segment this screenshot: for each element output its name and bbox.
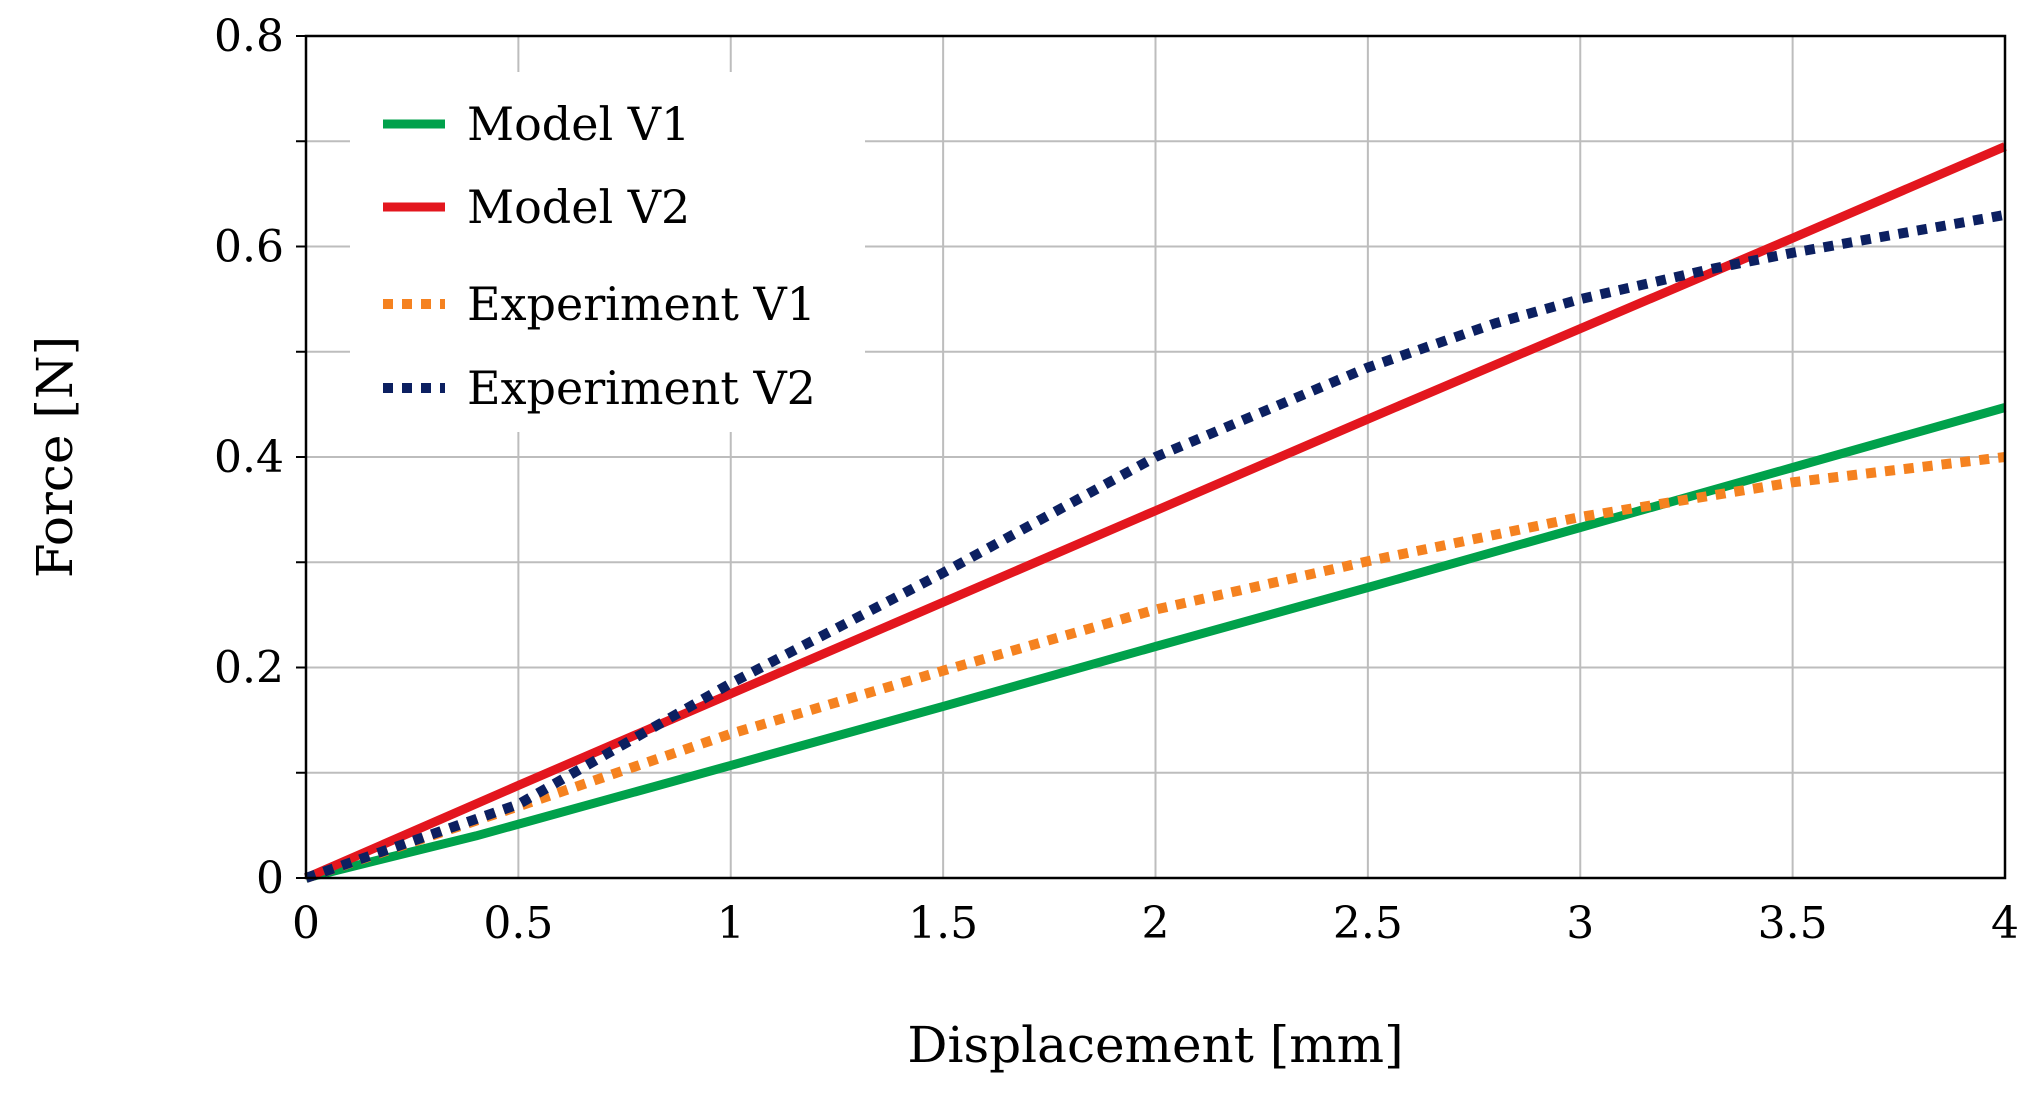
x-tick-label: 3: [1566, 898, 1594, 949]
y-axis-title: Force [N]: [26, 336, 84, 578]
legend-label: Experiment V2: [467, 361, 816, 415]
series-line-4: [304, 209, 2006, 883]
y-tick-label: 0.4: [214, 432, 284, 483]
legend: Model V1 Model V2 Experiment V1 Experiment …: [350, 72, 865, 432]
y-tick-label: 0: [256, 853, 284, 904]
series-layer: [304, 142, 2007, 883]
x-axis-title: Displacement [mm]: [907, 1016, 1403, 1074]
x-tick-label: 1: [717, 898, 745, 949]
ticks: 0 0.5 1 1.5 2 2.5 3 3.5 4 0 0.2 0.4 0.6 0.8: [214, 11, 2019, 949]
y-tick-label: 0.6: [214, 222, 284, 273]
x-tick-label: 2: [1142, 898, 1170, 949]
x-tick-label: 1.5: [908, 898, 978, 949]
legend-label: Model V1: [467, 97, 690, 151]
y-tick-label: 0.8: [214, 11, 284, 62]
series-line-1: [304, 403, 2007, 883]
series-line-3: [304, 452, 2006, 883]
series-line-2: [304, 142, 2007, 883]
x-tick-label: 4: [1991, 898, 2019, 949]
x-tick-label: 2.5: [1333, 898, 1403, 949]
x-tick-label: 0.5: [483, 898, 553, 949]
x-tick-label: 3.5: [1758, 898, 1828, 949]
legend-label: Model V2: [467, 180, 690, 234]
y-tick-label: 0.2: [214, 643, 284, 694]
x-tick-label: 0: [292, 898, 320, 949]
legend-label: Experiment V1: [467, 277, 816, 331]
legend-box: [350, 72, 865, 432]
